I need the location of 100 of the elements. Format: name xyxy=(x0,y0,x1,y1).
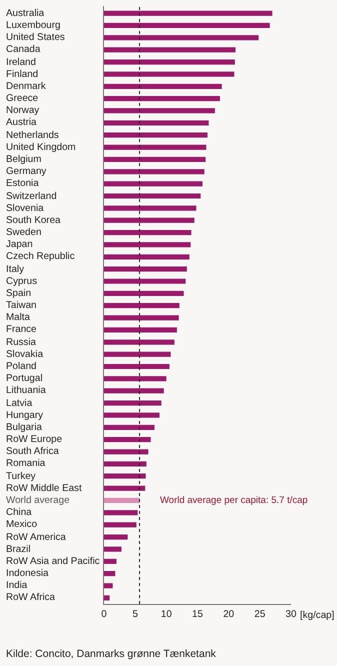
x-tick-label: 30 xyxy=(286,608,297,620)
y-tick-label: Germany xyxy=(6,166,46,177)
bar xyxy=(104,120,209,126)
y-tick-label: Sweden xyxy=(6,227,42,238)
y-tick-label: Austria xyxy=(6,117,38,128)
y-tick-label: Romania xyxy=(6,458,46,469)
y-tick-label: RoW America xyxy=(6,532,66,543)
bar xyxy=(104,218,194,223)
y-tick-label: Canada xyxy=(6,44,41,55)
bar xyxy=(104,486,146,491)
bar xyxy=(104,400,162,406)
y-tick-label: United Kingdom xyxy=(6,142,76,153)
y-tick-label: RoW Asia and Pacific xyxy=(6,556,100,567)
y-tick-label: Slovakia xyxy=(6,349,44,360)
y-tick-label: Turkey xyxy=(6,471,36,482)
y-tick-label: RoW Middle East xyxy=(6,483,82,494)
bar xyxy=(104,474,146,479)
y-tick-label: Cyprus xyxy=(6,276,38,287)
y-tick-label: Denmark xyxy=(6,81,46,92)
y-tick-label: Luxembourg xyxy=(6,20,60,31)
y-tick-label: Japan xyxy=(6,239,33,250)
bar xyxy=(104,595,110,600)
bar xyxy=(104,84,222,89)
y-tick-label: France xyxy=(6,324,38,335)
bar xyxy=(104,327,177,333)
bar xyxy=(104,558,116,564)
bar xyxy=(104,388,164,394)
bar xyxy=(104,340,174,345)
bar xyxy=(104,449,148,454)
text: Kilde: Concito, Danmarks grønne Tænketank xyxy=(6,648,217,660)
x-tick-label: 5 xyxy=(132,608,138,620)
bar xyxy=(104,278,186,284)
bar xyxy=(104,181,202,186)
y-tick-label: South Africa xyxy=(6,446,60,457)
y-tick-label: RoW Africa xyxy=(6,592,56,603)
bar xyxy=(104,376,166,382)
bar xyxy=(104,498,140,504)
x-axis-title: [kg/cap] xyxy=(300,610,335,621)
y-tick-label: RoW Europe xyxy=(6,434,63,445)
x-tick-label: 25 xyxy=(254,608,266,620)
bar xyxy=(104,424,154,430)
bar xyxy=(104,144,206,150)
bar xyxy=(104,570,116,576)
bar xyxy=(104,254,190,260)
y-tick-label: Bulgaria xyxy=(6,422,42,433)
y-tick-label: Slovenia xyxy=(6,203,44,214)
x-tick-label: 0 xyxy=(101,608,108,620)
y-tick-label: Spain xyxy=(6,288,32,299)
y-tick-label: Portugal xyxy=(6,373,42,384)
bar xyxy=(104,72,234,77)
bar xyxy=(104,534,128,540)
y-tick-label: Hungary xyxy=(6,410,44,421)
y-tick-label: Greece xyxy=(6,93,39,104)
bar xyxy=(104,546,122,552)
y-tick-label: Australia xyxy=(6,8,45,19)
y-tick-label: Latvia xyxy=(6,398,33,409)
y-tick-label: Brazil xyxy=(6,544,30,555)
bar xyxy=(104,22,270,28)
bar xyxy=(104,206,196,211)
y-tick-label: Malta xyxy=(6,312,31,323)
bar xyxy=(104,59,235,65)
y-tick-label: World average xyxy=(6,495,70,506)
bar xyxy=(104,156,206,162)
bar xyxy=(104,96,220,102)
y-tick-label: Mexico xyxy=(6,519,38,530)
bar xyxy=(104,169,204,174)
y-tick-label: South Korea xyxy=(6,215,62,226)
x-tick-label: 20 xyxy=(223,608,235,620)
bar xyxy=(104,47,236,52)
y-tick-label: Finland xyxy=(6,69,38,80)
bar xyxy=(104,242,191,248)
y-tick-label: China xyxy=(6,507,32,518)
y-tick-label: Netherlands xyxy=(6,130,59,141)
y-tick-label: Lithuania xyxy=(6,385,46,396)
bar xyxy=(104,35,259,40)
y-tick-label: Italy xyxy=(6,264,24,275)
y-tick-label: Estonia xyxy=(6,178,40,189)
bar xyxy=(104,315,179,320)
y-tick-label: Russia xyxy=(6,337,36,348)
y-tick-label: Belgium xyxy=(6,154,42,165)
bar xyxy=(104,412,160,418)
y-tick-label: Switzerland xyxy=(6,191,57,202)
bar xyxy=(104,352,171,357)
y-tick-label: Taiwan xyxy=(6,300,36,311)
y-tick-label: Ireland xyxy=(6,57,36,68)
y-tick-label: India xyxy=(6,580,28,591)
bar xyxy=(104,108,215,114)
bar xyxy=(104,193,201,199)
y-tick-label: Czech Republic xyxy=(6,251,75,262)
bar xyxy=(104,230,192,236)
bar xyxy=(104,461,146,466)
bar xyxy=(104,364,170,370)
bar xyxy=(104,10,272,16)
ref-line-label: World average per capita: 5.7 t/cap xyxy=(160,495,308,506)
y-tick-label: Norway xyxy=(6,105,40,116)
bar xyxy=(104,583,113,588)
bar xyxy=(104,290,184,296)
x-tick-label: 10 xyxy=(160,608,172,620)
y-tick-label: United States xyxy=(6,32,65,43)
bar xyxy=(104,303,180,308)
